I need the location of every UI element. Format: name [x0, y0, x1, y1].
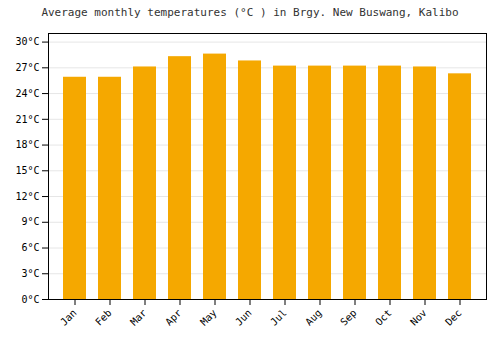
svg-text:Jul: Jul [268, 307, 289, 328]
svg-text:6°C: 6°C [21, 242, 39, 253]
svg-text:Aug: Aug [303, 307, 324, 328]
svg-text:27°C: 27°C [15, 62, 39, 73]
svg-text:Nov: Nov [408, 307, 429, 328]
svg-text:30°C: 30°C [15, 36, 39, 47]
svg-text:9°C: 9°C [21, 216, 39, 227]
svg-text:Sep: Sep [338, 307, 359, 328]
svg-text:3°C: 3°C [21, 268, 39, 279]
svg-text:Jun: Jun [233, 307, 254, 328]
svg-text:Oct: Oct [373, 307, 394, 328]
svg-text:Jan: Jan [58, 307, 79, 328]
svg-text:Mar: Mar [128, 307, 149, 328]
html-text:Average monthly temperatures (: Average monthly temperatures (°C ) in Br… [41, 6, 459, 19]
svg-text:12°C: 12°C [15, 191, 39, 202]
svg-text:24°C: 24°C [15, 88, 39, 99]
svg-text:Feb: Feb [93, 307, 114, 328]
svg-text:15°C: 15°C [15, 165, 39, 176]
svg-text:18°C: 18°C [15, 139, 39, 150]
svg-text:Dec: Dec [443, 307, 464, 328]
svg-text:Apr: Apr [163, 307, 184, 328]
svg-text:0°C: 0°C [21, 294, 39, 305]
svg-text:May: May [198, 307, 219, 328]
svg-text:21°C: 21°C [15, 114, 39, 125]
